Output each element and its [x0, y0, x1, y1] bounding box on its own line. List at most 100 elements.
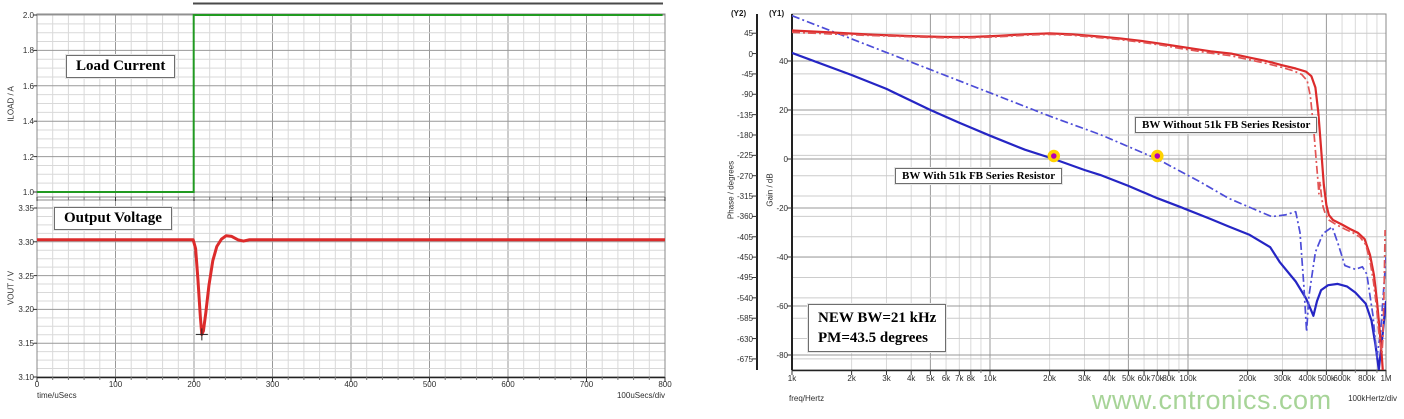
tick-label: 40k	[1102, 374, 1116, 383]
phase-axis-title: Phase / degrees	[726, 160, 736, 220]
y1-axis-tag: (Y1)	[769, 9, 785, 18]
tick-label: 500	[422, 380, 437, 389]
tick-label: 3.10	[18, 373, 34, 382]
tick-label: 600k	[1333, 374, 1351, 383]
tick-label: -135	[736, 110, 753, 120]
tick-label: 0	[748, 49, 753, 59]
tick-label: 3k	[882, 374, 891, 383]
tick-label: 1.4	[22, 117, 34, 127]
tick-label: -60	[776, 302, 788, 311]
gridlines	[37, 14, 1386, 377]
tick-label: 1.2	[22, 152, 34, 162]
tick-label: 0	[34, 380, 40, 389]
bw-markers	[1047, 149, 1164, 163]
tick-label: -90	[741, 90, 753, 100]
bw-annotation-line1: NEW BW=21 kHz	[818, 310, 937, 326]
tick-label: 100k	[1179, 374, 1197, 383]
tick-label: 8k	[966, 374, 976, 383]
tick-label: 300	[265, 380, 280, 389]
tick-label: -20	[776, 204, 788, 213]
tick-label: 3.20	[18, 305, 34, 315]
gain-axis-title: Gain / dB	[765, 173, 775, 207]
curves	[37, 14, 1386, 370]
tick-label: -405	[736, 232, 753, 242]
tick-label: 3.15	[18, 339, 34, 349]
tick-label: 50k	[1121, 374, 1135, 383]
tick-label: 0	[783, 155, 788, 164]
tick-label: 7k	[955, 374, 964, 383]
bw-marker-1[interactable]	[1151, 149, 1164, 163]
tick-label: -540	[736, 293, 753, 303]
tick-label: 1.6	[22, 81, 34, 91]
tick-label: 4k	[906, 374, 916, 383]
tick-label: -360	[736, 212, 753, 222]
tick-label: 600	[501, 380, 515, 389]
y2-axis-tag: (Y2)	[731, 9, 747, 18]
output-voltage-curve	[37, 234, 665, 336]
tick-label: 5k	[926, 374, 935, 383]
tick-label: 1.0	[22, 188, 34, 197]
vout-axis-title: VOUT / V	[6, 270, 16, 306]
tick-label: 20	[779, 106, 788, 115]
bw-pm-annotation-box: NEW BW=21 kHz PM=43.5 degrees	[808, 304, 947, 352]
tick-label: 200k	[1238, 374, 1257, 383]
tick-label: 300k	[1273, 374, 1292, 383]
tick-label: 40	[779, 57, 788, 66]
tick-label: -315	[736, 192, 753, 202]
freq-axis-title: freq/Hertz	[789, 394, 825, 403]
tick-label: -180	[736, 130, 753, 140]
output-voltage-label-box: Output Voltage	[54, 207, 172, 230]
tick-label: 1.8	[22, 46, 34, 56]
tick-label: 400	[344, 380, 358, 389]
load-current-curve	[37, 14, 663, 193]
tick-label: 100	[108, 380, 123, 389]
bw-with-resistor-label: BW With 51k FB Series Resistor	[895, 168, 1063, 184]
iload-axis-title: ILOAD / A	[6, 86, 16, 122]
tick-label: -630	[736, 334, 753, 344]
watermark: www.cntronics.com	[1092, 385, 1332, 415]
tick-label: -450	[736, 253, 753, 263]
time-axis-title: time/uSecs	[37, 391, 77, 400]
tick-label: -495	[736, 273, 753, 283]
tick-label: -585	[736, 314, 753, 324]
tick-label: 800k	[1358, 374, 1376, 383]
tick-label: 500k	[1317, 374, 1336, 383]
gain-without-51k-curve	[792, 14, 1386, 359]
tick-label: 2.0	[22, 11, 34, 20]
tick-label: 800	[658, 380, 672, 389]
tick-label: 45	[744, 29, 753, 39]
tick-label: 3.25	[18, 271, 34, 281]
tick-label: 30k	[1078, 374, 1091, 383]
time-per-div-label: 100uSecs/div	[616, 391, 665, 400]
bw-annotation-line2: PM=43.5 degrees	[818, 330, 928, 346]
tick-label: -675	[736, 354, 753, 364]
freq-per-div-label: 100kHertz/div	[1348, 394, 1397, 403]
cursor-cross	[195, 328, 208, 341]
load-current-label-box: Load Current	[66, 55, 176, 78]
tick-label: 700	[579, 380, 594, 389]
tick-label: 200	[187, 380, 201, 389]
tick-label: 20k	[1043, 374, 1057, 383]
gain-with-51k-curve	[792, 51, 1386, 370]
frames	[36, 2, 1387, 379]
tick-label: -80	[776, 351, 788, 360]
tick-label: -270	[736, 171, 753, 181]
tick-label: 1k	[787, 374, 797, 383]
tick-label: -225	[736, 151, 753, 161]
tick-marks	[33, 14, 1387, 382]
tick-label: 6k	[941, 374, 951, 383]
bw-without-resistor-label: BW Without 51k FB Series Resistor	[1135, 117, 1318, 133]
phase-with-51k-curve	[792, 29, 1384, 370]
tick-label: 80k	[1162, 374, 1176, 383]
tick-label: 10k	[983, 374, 997, 383]
tick-label: 3.30	[18, 237, 34, 247]
tick-label: 1M	[1380, 374, 1392, 383]
bw-marker-0[interactable]	[1047, 149, 1061, 163]
tick-label: 70k	[1150, 374, 1164, 383]
tick-label: -40	[776, 253, 788, 262]
tick-label: 3.35	[18, 204, 34, 213]
tick-label: 400k	[1298, 374, 1316, 383]
tick-label: 2k	[847, 374, 856, 383]
